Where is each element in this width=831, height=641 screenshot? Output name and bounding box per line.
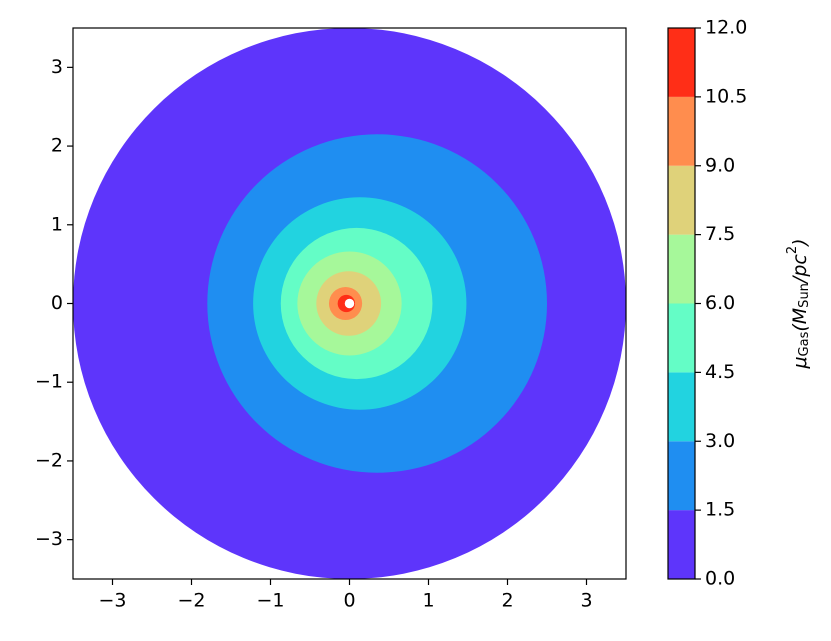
colorbar-tick-label: 1.5 <box>705 499 735 521</box>
x-tick-label: 3 <box>580 590 592 612</box>
y-tick-label: −2 <box>35 449 63 471</box>
x-tick-label: 2 <box>501 590 513 612</box>
x-tick-label: −2 <box>177 590 205 612</box>
y-tick-label: −1 <box>35 371 63 393</box>
colorbar-label-part: (M <box>789 308 811 332</box>
colorbar-tick-label: 4.5 <box>705 361 735 383</box>
colorbar-segment <box>668 96 695 166</box>
x-tick-label: 1 <box>422 590 434 612</box>
colorbar-label-part: ) <box>789 238 811 247</box>
plot-area <box>73 28 626 579</box>
x-tick-label: −1 <box>256 590 284 612</box>
colorbar-label-part: Gas <box>797 331 812 356</box>
y-tick-label: 0 <box>51 292 63 314</box>
colorbar-label-part: μ <box>789 356 811 369</box>
y-tick-label: 2 <box>51 135 63 157</box>
y-tick-label: −3 <box>35 528 63 550</box>
colorbar-tick-label: 9.0 <box>705 154 735 176</box>
colorbar-label-part: /pc <box>789 254 811 285</box>
colorbar-segment <box>668 510 695 579</box>
y-tick-label: 3 <box>51 56 63 78</box>
colorbar-segment <box>668 165 695 235</box>
colorbar-segment <box>668 234 695 304</box>
x-tick-label: −3 <box>98 590 126 612</box>
colorbar-tick-label: 7.5 <box>705 223 735 245</box>
colorbar-segment <box>668 372 695 442</box>
colorbar-label: μGas(MSun/pc2) <box>785 238 812 369</box>
colorbar-tick-label: 3.0 <box>705 430 735 452</box>
colorbar-tick-label: 6.0 <box>705 292 735 314</box>
center-hole <box>344 298 355 309</box>
colorbar-tick-label: 10.5 <box>705 85 747 107</box>
colorbar-segment <box>668 28 695 97</box>
x-tick-label: 0 <box>343 590 355 612</box>
colorbar-segment <box>668 303 695 373</box>
colorbar-segment <box>668 441 695 511</box>
y-tick-label: 1 <box>51 213 63 235</box>
colorbar-label-part: 2 <box>785 246 800 254</box>
colorbar-tick-label: 12.0 <box>705 17 747 39</box>
colorbar-label-part: Sun <box>797 283 812 308</box>
colorbar-tick-label: 0.0 <box>705 568 735 590</box>
